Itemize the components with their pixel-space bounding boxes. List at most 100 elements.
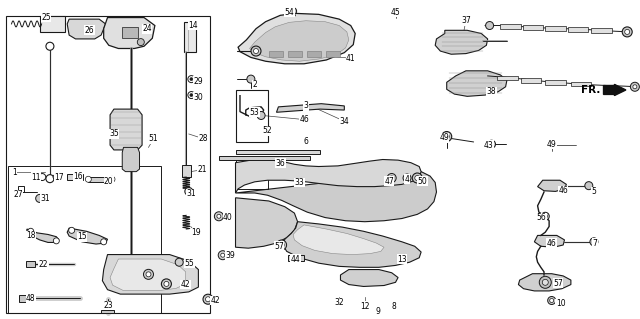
Text: 30: 30 [193, 93, 204, 102]
Polygon shape [534, 235, 564, 247]
Text: 12: 12 [360, 302, 369, 311]
Text: 51: 51 [148, 134, 159, 143]
Polygon shape [219, 156, 310, 160]
Circle shape [39, 174, 45, 181]
Text: 26: 26 [84, 26, 95, 35]
FancyArrow shape [604, 84, 626, 96]
Bar [26, 261, 35, 267]
Bar [18, 186, 24, 192]
Circle shape [46, 42, 54, 50]
Circle shape [203, 294, 213, 304]
Text: 20: 20 [104, 177, 114, 186]
Text: 2: 2 [252, 80, 257, 89]
Circle shape [253, 48, 259, 54]
Circle shape [543, 214, 547, 218]
Text: 57: 57 [274, 242, 284, 251]
Circle shape [214, 212, 223, 221]
Text: 31: 31 [186, 189, 196, 198]
Circle shape [415, 175, 420, 181]
Circle shape [625, 29, 630, 34]
Circle shape [633, 85, 637, 89]
Bar [6, 16, 210, 313]
Circle shape [444, 134, 449, 139]
Text: 53: 53 [250, 108, 260, 117]
Text: 42: 42 [210, 296, 220, 305]
Bar [326, 51, 340, 57]
Text: 25: 25 [41, 13, 51, 22]
Polygon shape [250, 21, 349, 61]
Ellipse shape [53, 174, 62, 180]
Text: 55: 55 [184, 259, 195, 268]
Circle shape [540, 276, 551, 288]
Circle shape [28, 228, 34, 234]
Text: 41: 41 [346, 54, 356, 63]
Polygon shape [538, 180, 566, 191]
Text: 36: 36 [275, 159, 285, 168]
Circle shape [392, 9, 399, 16]
Circle shape [403, 174, 411, 182]
Circle shape [488, 140, 495, 148]
Text: 19: 19 [191, 228, 201, 237]
Text: 34: 34 [339, 117, 349, 126]
Text: 45: 45 [390, 8, 401, 17]
Text: 54: 54 [284, 8, 294, 17]
Text: 33: 33 [294, 178, 305, 187]
Circle shape [590, 238, 598, 246]
Circle shape [550, 299, 554, 302]
Bar [19, 295, 29, 302]
Bar [269, 51, 283, 57]
Circle shape [548, 140, 556, 148]
Bar [184, 22, 196, 52]
Text: 27: 27 [13, 190, 23, 199]
Circle shape [68, 227, 75, 233]
Circle shape [257, 111, 265, 120]
Polygon shape [236, 150, 320, 154]
Text: 6: 6 [303, 137, 308, 146]
Bar [122, 27, 138, 38]
Polygon shape [110, 259, 186, 290]
Circle shape [46, 174, 54, 183]
Polygon shape [293, 225, 384, 255]
Polygon shape [340, 270, 398, 286]
Circle shape [221, 253, 225, 257]
Circle shape [161, 279, 172, 289]
Bar [500, 24, 521, 29]
Text: 18: 18 [26, 231, 35, 240]
Text: 29: 29 [193, 77, 204, 86]
Circle shape [442, 131, 452, 142]
Polygon shape [238, 13, 355, 64]
Bar [523, 25, 543, 30]
Circle shape [188, 76, 195, 83]
Bar [288, 255, 304, 261]
Text: 48: 48 [26, 294, 36, 303]
Text: 23: 23 [104, 301, 114, 310]
Text: 1: 1 [12, 168, 17, 177]
Circle shape [276, 240, 287, 250]
Text: 8: 8 [392, 302, 397, 311]
Bar [67, 174, 83, 180]
Text: 57: 57 [553, 279, 563, 288]
Circle shape [36, 194, 44, 203]
Polygon shape [67, 19, 106, 39]
Polygon shape [236, 160, 421, 193]
Circle shape [164, 281, 169, 286]
Circle shape [190, 93, 193, 97]
Text: 49: 49 [439, 133, 449, 142]
Polygon shape [102, 255, 198, 294]
Circle shape [143, 269, 154, 279]
Text: 24: 24 [142, 24, 152, 33]
Text: 5: 5 [591, 187, 596, 196]
Circle shape [548, 296, 556, 305]
Circle shape [53, 238, 60, 244]
Text: 35: 35 [109, 130, 119, 138]
Text: 46: 46 [300, 115, 310, 124]
Bar [545, 26, 566, 31]
Bar [236, 160, 268, 189]
Polygon shape [236, 198, 298, 248]
Text: 40: 40 [223, 213, 233, 222]
Text: 13: 13 [397, 255, 407, 263]
Text: 39: 39 [225, 251, 236, 260]
Text: 49: 49 [547, 140, 557, 149]
Circle shape [486, 21, 493, 30]
Text: 15: 15 [77, 232, 87, 241]
